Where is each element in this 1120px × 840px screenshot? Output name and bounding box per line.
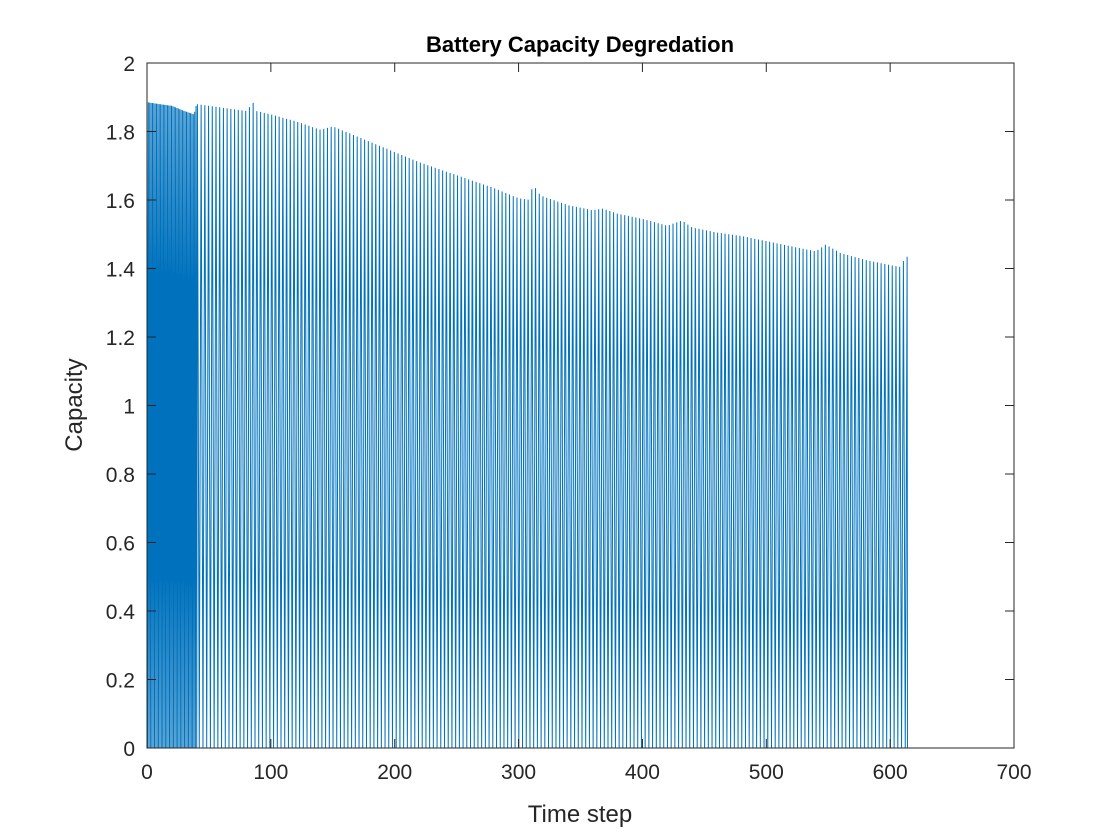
chart-title: Battery Capacity Degredation (426, 32, 734, 57)
y-tick-label: 0.8 (106, 464, 135, 487)
x-tick-label: 0 (141, 761, 153, 784)
x-tick-label: 600 (873, 761, 908, 784)
capacity-line (146, 98, 908, 749)
y-tick-label: 1.8 (106, 122, 135, 145)
y-tick-label: 0.2 (106, 670, 135, 693)
x-tick-label: 200 (377, 761, 412, 784)
x-tick-label: 400 (625, 761, 660, 784)
y-tick-label: 0.4 (106, 601, 136, 624)
x-tick-label: 100 (253, 761, 288, 784)
x-axis-label: Time step (528, 801, 632, 828)
y-tick-label: 1.4 (106, 259, 136, 282)
x-tick-label: 500 (749, 761, 784, 784)
x-tick-label: 700 (996, 761, 1031, 784)
y-tick-label: 0 (123, 738, 135, 761)
x-axis-ticks: 0 100 200 300 400 500 600 700 (141, 63, 1032, 784)
capacity-series (146, 98, 908, 749)
y-tick-label: 1 (123, 396, 135, 419)
y-tick-label: 1.6 (106, 190, 135, 213)
y-axis-label: Capacity (61, 358, 88, 451)
y-axis-ticks: 0 0.2 0.4 0.6 0.8 1 1.2 1.4 1.6 1.8 2 (106, 53, 1014, 761)
y-tick-label: 2 (123, 53, 135, 76)
x-tick-label: 300 (501, 761, 536, 784)
y-tick-label: 1.2 (106, 327, 135, 350)
y-tick-label: 0.6 (106, 533, 135, 556)
